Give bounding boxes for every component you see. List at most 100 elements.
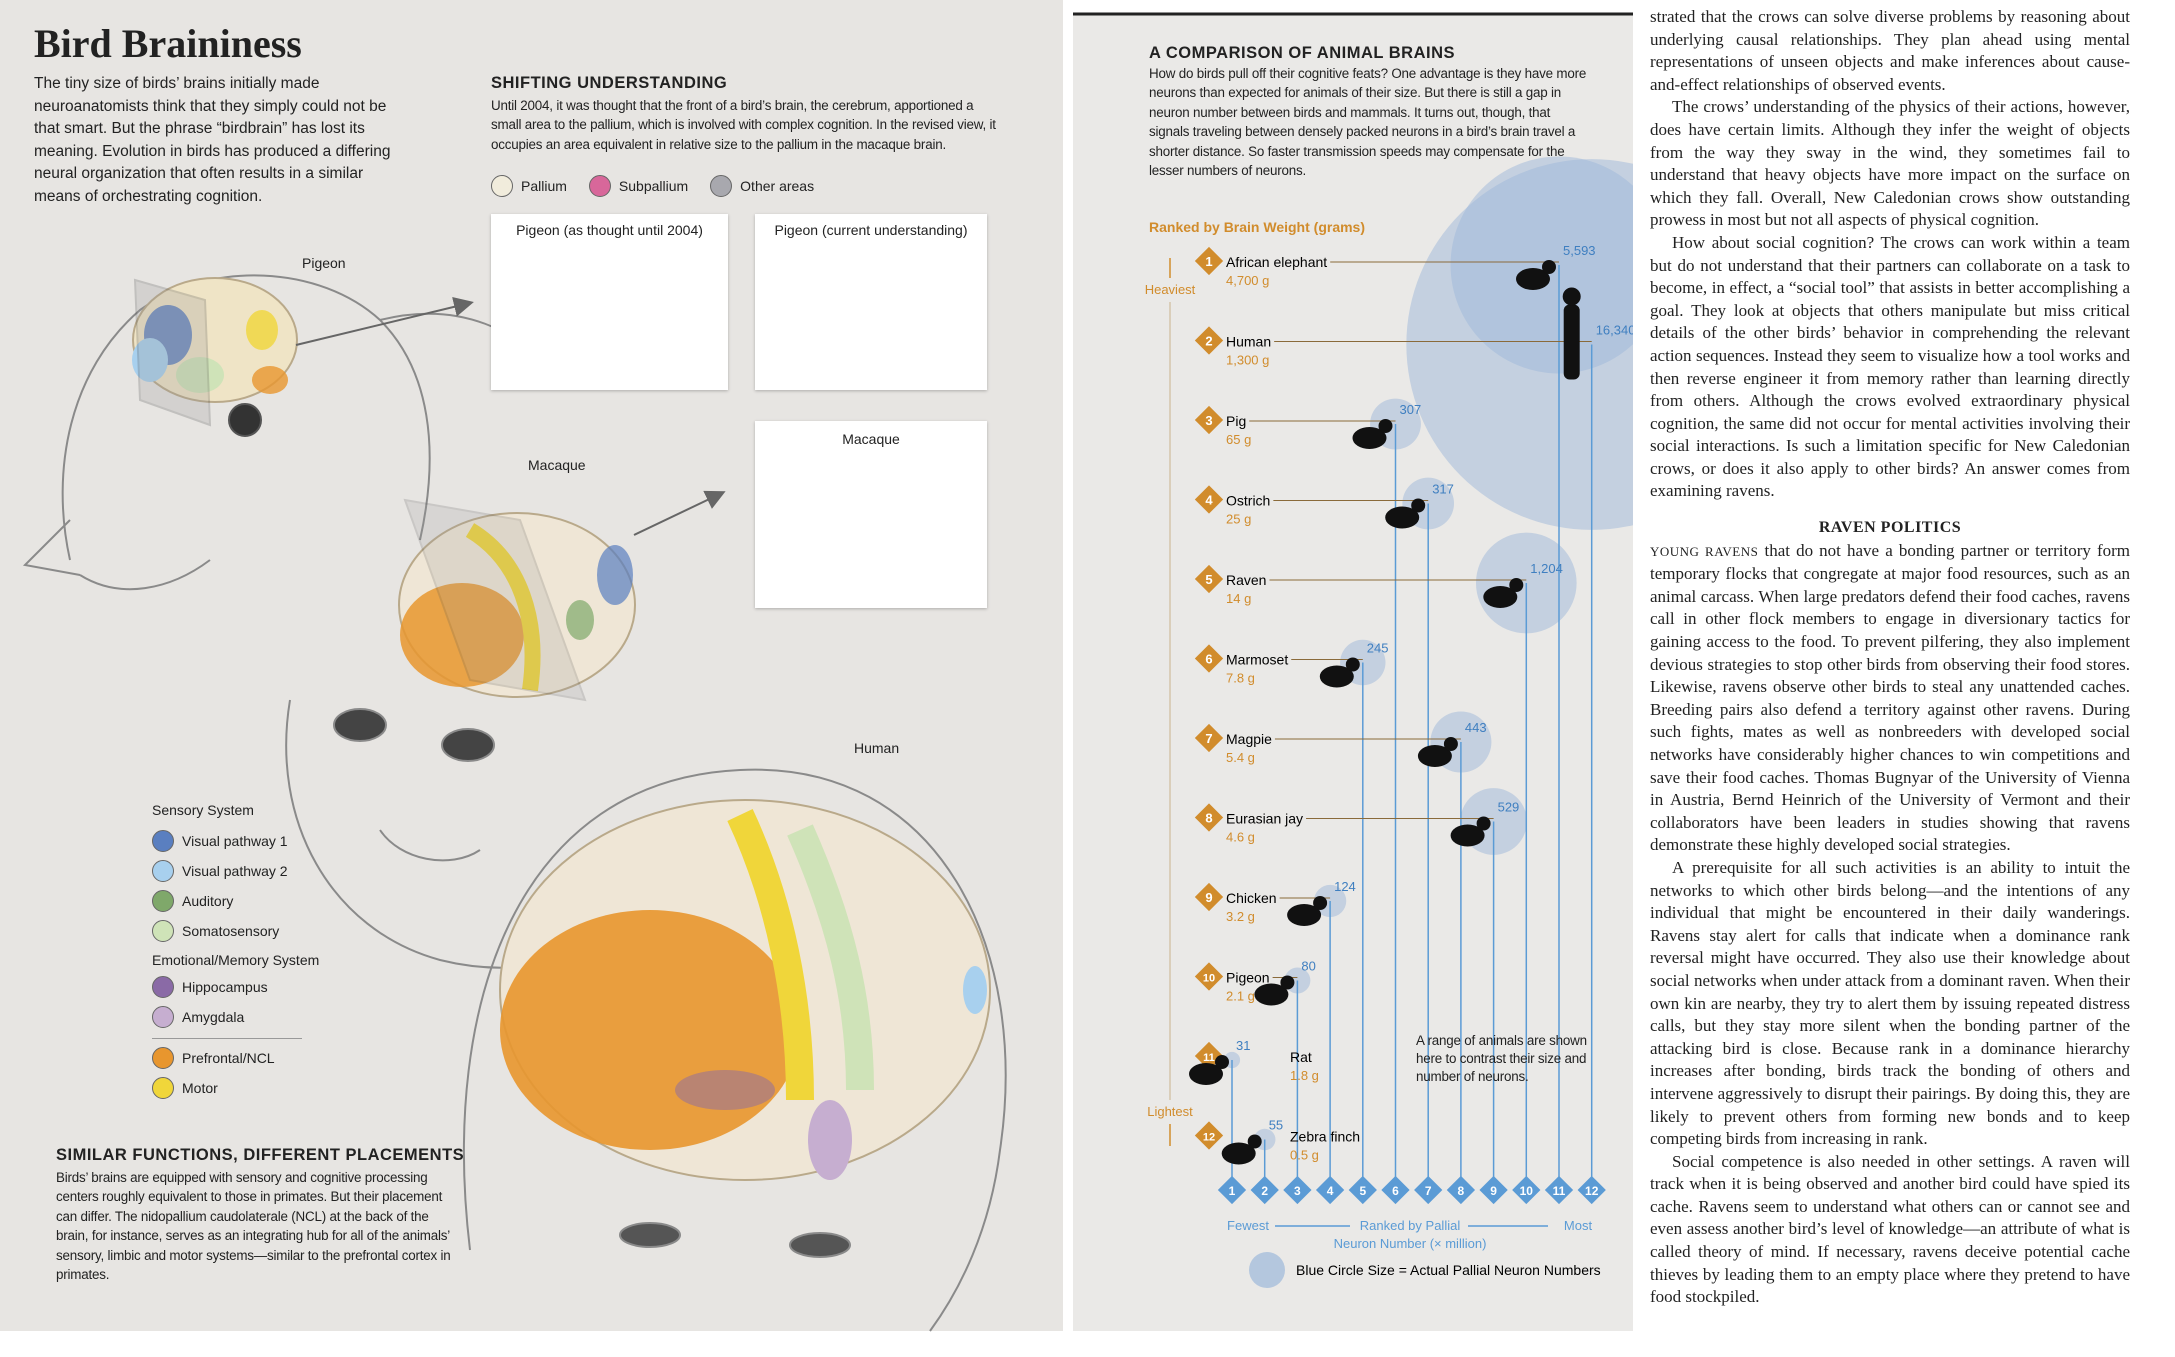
silhouette bbox=[1563, 304, 1580, 380]
rank-number: 8 bbox=[1205, 811, 1212, 826]
brain-weight: 4.6 g bbox=[1226, 830, 1255, 845]
key-item: Somatosensory bbox=[152, 916, 382, 946]
column-number: 12 bbox=[1585, 1184, 1599, 1198]
rank-badge bbox=[1194, 962, 1224, 991]
paragraph: Social competence is also needed in othe… bbox=[1650, 1151, 2130, 1307]
key-circle bbox=[1249, 1252, 1285, 1288]
legend-label: Other areas bbox=[740, 178, 815, 194]
panel-title: Pigeon (as thought until 2004) bbox=[516, 222, 703, 238]
silhouette bbox=[1189, 1063, 1223, 1085]
silhouette bbox=[1562, 287, 1581, 306]
brain-weight: 5.4 g bbox=[1226, 750, 1255, 765]
animal-name: Marmoset bbox=[1226, 652, 1288, 668]
silhouette bbox=[1516, 268, 1550, 290]
column-number: 10 bbox=[1520, 1184, 1534, 1198]
rank-badge bbox=[1194, 564, 1224, 594]
rank-number: 7 bbox=[1205, 731, 1212, 746]
column-number: 5 bbox=[1359, 1184, 1366, 1198]
key-swatch bbox=[152, 860, 174, 882]
axis-end: Most bbox=[1564, 1218, 1593, 1233]
rank-number: 5 bbox=[1205, 572, 1212, 587]
silhouette bbox=[1385, 506, 1420, 529]
brain-weight: 25 g bbox=[1226, 512, 1251, 527]
neuron-label: 5,593 bbox=[1563, 243, 1596, 258]
column-badge bbox=[1283, 1175, 1312, 1205]
column-badge bbox=[1479, 1175, 1508, 1205]
neuron-label: 80 bbox=[1301, 959, 1315, 974]
rank-number: 11 bbox=[1203, 1052, 1215, 1064]
brain-weight: 3.2 g bbox=[1226, 909, 1255, 924]
rank-number: 1 bbox=[1205, 254, 1212, 269]
legend-item: Other areas bbox=[710, 171, 814, 201]
lead-in: YOUNG RAVENS bbox=[1650, 543, 1759, 559]
rank-badge bbox=[1194, 485, 1224, 514]
brain-weight: 0.5 g bbox=[1290, 1148, 1319, 1163]
illustration-label: Pigeon bbox=[302, 255, 346, 271]
brain-comparison-chart: Ranked by Brain Weight (grams) Heaviest Li… bbox=[1145, 156, 1636, 1288]
animal-name: Pig bbox=[1226, 413, 1246, 429]
key-swatch bbox=[152, 830, 174, 852]
silhouette bbox=[1542, 260, 1556, 274]
column-badge bbox=[1512, 1175, 1541, 1205]
silhouette bbox=[1287, 904, 1322, 926]
section-heading: SIMILAR FUNCTIONS, DIFFERENT PLACEMENTS bbox=[56, 1146, 465, 1164]
legend-swatch bbox=[491, 175, 513, 197]
neuron-label: 31 bbox=[1236, 1038, 1250, 1053]
rank-number: 12 bbox=[1203, 1132, 1215, 1144]
neuron-circle bbox=[1406, 159, 1633, 530]
human-illustration bbox=[463, 768, 1007, 1332]
column-badge bbox=[1381, 1175, 1410, 1205]
brain-weight: 1.8 g bbox=[1290, 1068, 1319, 1083]
silhouette bbox=[1254, 983, 1289, 1006]
legend-label: Subpallium bbox=[618, 178, 689, 194]
macaque-illustration bbox=[285, 490, 726, 969]
illustration-label: Human bbox=[854, 740, 900, 756]
animal-name: African elephant bbox=[1226, 254, 1327, 270]
silhouette bbox=[1483, 586, 1518, 608]
axis-label: Neuron Number (× million) bbox=[1334, 1236, 1487, 1251]
paragraph: strated that the crows can solve diverse… bbox=[1650, 7, 2130, 94]
column-number: 8 bbox=[1458, 1184, 1465, 1198]
silhouette bbox=[1443, 737, 1458, 751]
column-badge bbox=[1414, 1175, 1443, 1205]
rank-badge bbox=[1194, 1121, 1224, 1150]
column-badge bbox=[1217, 1175, 1247, 1205]
legend-swatch bbox=[588, 175, 611, 197]
legend-swatch bbox=[710, 175, 733, 197]
silhouette bbox=[1319, 665, 1354, 688]
key-swatch bbox=[152, 920, 174, 942]
rank-number: 9 bbox=[1205, 890, 1212, 905]
animal-name: Zebra finch bbox=[1290, 1129, 1360, 1145]
animal-name: Chicken bbox=[1226, 890, 1277, 906]
region-key: Sensory System Visual pathway 1 Visual p… bbox=[152, 802, 382, 1103]
panel-title: Macaque bbox=[842, 431, 900, 447]
pigeon-illustration bbox=[22, 274, 561, 591]
column-number: 3 bbox=[1294, 1184, 1301, 1198]
silhouette bbox=[1509, 578, 1524, 592]
neuron-label: 529 bbox=[1498, 800, 1520, 815]
brain-weight: 14 g bbox=[1226, 591, 1251, 606]
key-divider bbox=[152, 1038, 302, 1039]
axis-end: Fewest bbox=[1227, 1218, 1269, 1233]
title: Bird Braininess bbox=[34, 21, 302, 66]
column-number: 7 bbox=[1425, 1184, 1432, 1198]
neuron-label: 16,340 bbox=[1596, 323, 1636, 338]
lightest-label: Lightest bbox=[1147, 1104, 1193, 1119]
rank-badge bbox=[1194, 803, 1224, 832]
pallium-legend: Pallium Subpallium Other areas bbox=[491, 171, 814, 201]
paragraph: YOUNG RAVENS that do not have a bonding … bbox=[1650, 540, 2130, 857]
animal-name: Pigeon bbox=[1226, 970, 1270, 986]
key-item: Amygdala bbox=[152, 1002, 382, 1032]
paragraph: The crows’ understanding of the physics … bbox=[1650, 97, 2130, 230]
neuron-label: 307 bbox=[1400, 402, 1422, 417]
column-number: 2 bbox=[1261, 1184, 1268, 1198]
key-swatch bbox=[152, 1006, 174, 1028]
column-badge bbox=[1544, 1175, 1574, 1205]
panel-title: Pigeon (current understanding) bbox=[774, 222, 968, 238]
rank-badge bbox=[1194, 246, 1224, 276]
section-text: Birds’ brains are equipped with sensory … bbox=[56, 1170, 451, 1283]
rank-badge bbox=[1194, 882, 1224, 912]
chart-note: A range of animals are shown here to con… bbox=[1416, 1033, 1587, 1084]
circle-key: Blue Circle Size = Actual Pallial Neuron… bbox=[1296, 1262, 1601, 1278]
